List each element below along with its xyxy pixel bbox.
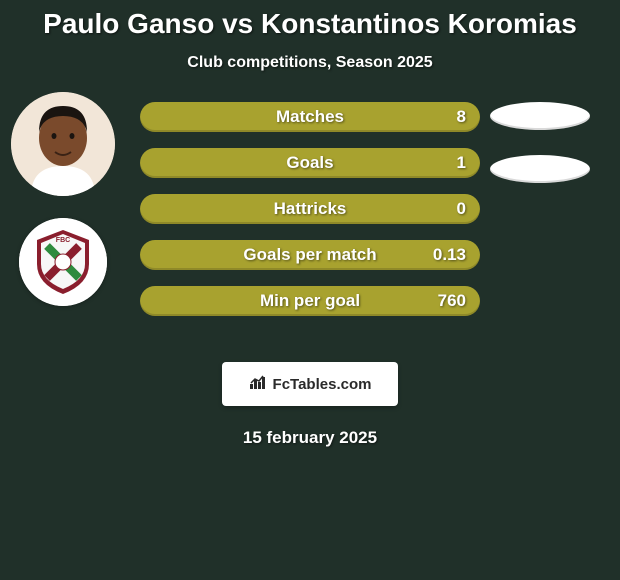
club-badge: FBC (19, 218, 107, 306)
bar-value: 0 (457, 199, 466, 219)
right-ovals (490, 102, 610, 208)
oval-2 (490, 155, 590, 183)
bar-matches: Matches 8 (140, 102, 480, 132)
bar-goals-per-match: Goals per match 0.13 (140, 240, 480, 270)
bar-value: 0.13 (433, 245, 466, 265)
left-column: FBC (8, 92, 118, 306)
brand-text: FcTables.com (273, 376, 372, 393)
bar-label: Hattricks (274, 199, 347, 219)
content-area: FBC Matches 8 Goals 1 Hattricks 0 Goals … (0, 102, 620, 342)
subtitle: Club competitions, Season 2025 (0, 54, 620, 72)
date-text: 15 february 2025 (0, 428, 620, 448)
player-avatar (11, 92, 115, 196)
brand-box[interactable]: FcTables.com (222, 362, 398, 406)
chart-icon (249, 374, 267, 394)
oval-1 (490, 102, 590, 130)
avatar-eye-l (52, 133, 57, 139)
bar-label: Matches (276, 107, 344, 127)
club-ball (55, 254, 71, 270)
page-title: Paulo Ganso vs Konstantinos Koromias (0, 0, 620, 40)
bar-min-per-goal: Min per goal 760 (140, 286, 480, 316)
avatar-eye-r (70, 133, 75, 139)
bar-label: Min per goal (260, 291, 360, 311)
bar-goals: Goals 1 (140, 148, 480, 178)
club-letters: FBC (56, 237, 70, 244)
bar-label: Goals per match (243, 245, 376, 265)
avatar-svg (11, 92, 115, 196)
bar-value: 760 (438, 291, 466, 311)
bar-value: 8 (457, 107, 466, 127)
comparison-card: Paulo Ganso vs Konstantinos Koromias Clu… (0, 0, 620, 580)
bar-label: Goals (286, 153, 333, 173)
stat-bars: Matches 8 Goals 1 Hattricks 0 Goals per … (140, 102, 480, 332)
bar-value: 1 (457, 153, 466, 173)
club-svg: FBC (19, 218, 107, 306)
bar-hattricks: Hattricks 0 (140, 194, 480, 224)
